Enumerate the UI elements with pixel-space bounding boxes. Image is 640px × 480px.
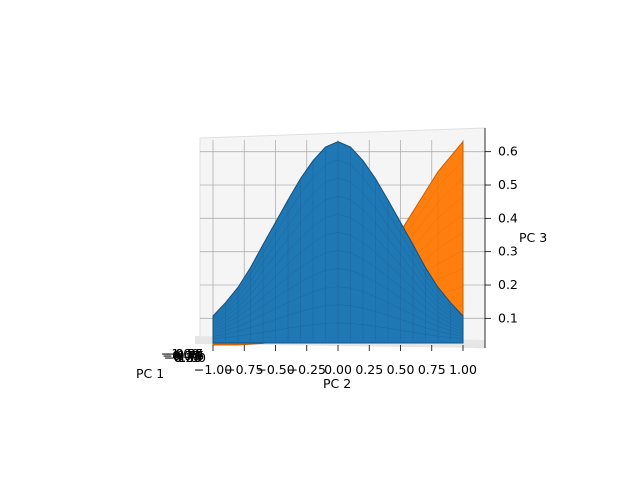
- blue-surface-mesh-band: [212, 322, 464, 339]
- x-tick-label: −0.50: [164, 350, 202, 365]
- z-tick-label: 0.3: [498, 244, 518, 259]
- blue-surface-mesh-band: [212, 177, 464, 321]
- y-tick-label: 0.50: [387, 362, 415, 377]
- z-tick-label: 0.2: [498, 277, 518, 292]
- x-tick-label: 0.75: [177, 348, 205, 363]
- y-tick-label: 1.00: [449, 362, 477, 377]
- blue-surface-mesh-band: [212, 268, 464, 333]
- z-axis-label: PC 3: [519, 230, 547, 245]
- z-tick-label: 0.4: [498, 210, 518, 225]
- z-axis: 0.1 0.2 0.3 0.4 0.5 0.6: [484, 128, 518, 348]
- y-tick-label: 0.00: [324, 362, 352, 377]
- y-tick-label: −1.00: [194, 362, 232, 377]
- y-tick-label: 0.75: [418, 362, 446, 377]
- y-tick-label: −0.50: [256, 362, 294, 377]
- z-tick-label: 0.1: [498, 310, 518, 325]
- blue-surface-mesh-band: [212, 213, 464, 326]
- blue-surface-mesh-band: [212, 159, 464, 319]
- z-tick-label: 0.5: [498, 177, 518, 192]
- blue-surface-mesh-band: [212, 304, 464, 337]
- x-tick-label: −0.25: [165, 346, 203, 361]
- y-tick-label: −0.25: [288, 362, 326, 377]
- x-tick-label: 0.25: [174, 350, 202, 365]
- y-tick-label: −0.75: [225, 362, 263, 377]
- x-tick-label: 0.50: [175, 346, 203, 361]
- x-axis-label: PC 1: [136, 366, 164, 381]
- x-axis: −1.00−0.75−0.50−0.250.000.250.500.751.00: [161, 346, 206, 365]
- blue-surface-mesh-band: [212, 195, 464, 323]
- y-tick-label: 0.25: [355, 362, 383, 377]
- blue-surface-mesh-band: [212, 232, 464, 328]
- blue-surface-mesh-band: [212, 286, 464, 335]
- x-tick-label: −1.00: [161, 346, 199, 361]
- blue-surface: [212, 141, 464, 344]
- x-tick-label: 0.00: [172, 348, 200, 363]
- y-axis: −1.00−0.75−0.50−0.250.00 0.25 0.50 0.75 1.00: [194, 345, 477, 377]
- z-tick-label: 0.6: [498, 144, 518, 159]
- y-axis-label: PC 2: [323, 376, 351, 391]
- blue-surface-mesh-band: [212, 250, 464, 330]
- x-tick-label: 1.00: [178, 350, 206, 365]
- x-tick-label: −0.75: [162, 348, 200, 363]
